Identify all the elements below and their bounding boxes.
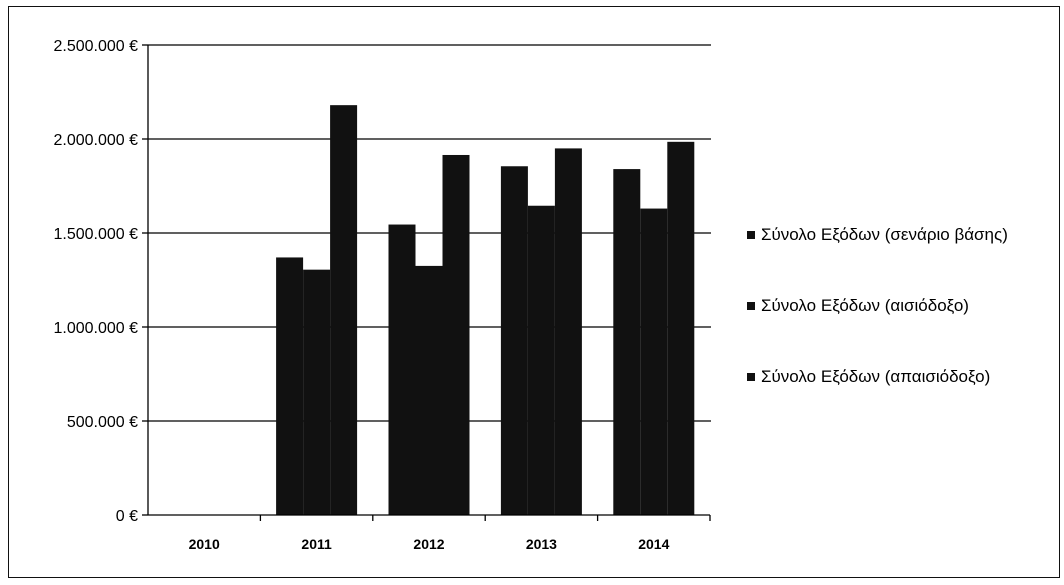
bar — [667, 141, 695, 515]
axes — [142, 44, 711, 521]
y-tick-label: 1.500.000 € — [53, 226, 138, 243]
bar — [388, 224, 416, 516]
legend-swatch — [747, 373, 755, 381]
bar — [640, 208, 668, 515]
bar — [276, 257, 304, 515]
legend-entry: Σύνολο Εξόδων (αισιόδοξο) — [761, 296, 969, 315]
legend-entry: Σύνολο Εξόδων (απαισιόδοξο) — [761, 367, 990, 386]
legend: Σύνολο Εξόδων (σενάριο βάσης) Σύνολο Εξόδ… — [747, 225, 1008, 386]
x-tick-label: 2013 — [526, 536, 557, 552]
bar — [613, 169, 641, 515]
bar — [500, 166, 528, 515]
y-tick-label: 2.500.000 € — [53, 38, 138, 55]
x-tick-label: 2010 — [189, 536, 220, 552]
x-tick-label: 2012 — [413, 536, 444, 552]
bar — [527, 205, 555, 516]
bar — [554, 148, 582, 515]
legend-swatch — [747, 231, 755, 239]
bar — [330, 105, 358, 515]
legend-swatch — [747, 302, 755, 310]
legend-entry: Σύνολο Εξόδων (σενάριο βάσης) — [761, 225, 1008, 244]
y-tick-label: 500.000 € — [67, 414, 138, 431]
chart-frame: 0 € 500.000 € 1.000.000 € 1.500.000 € 2.000.… — [8, 6, 1060, 578]
y-tick-label: 2.000.000 € — [53, 132, 138, 149]
bar — [442, 154, 470, 516]
y-tick-label: 1.000.000 € — [53, 320, 138, 337]
bar-chart: 0 € 500.000 € 1.000.000 € 1.500.000 € 2.000.… — [53, 38, 1008, 552]
bars — [276, 105, 695, 516]
axis-labels: 0 € 500.000 € 1.000.000 € 1.500.000 € 2.000.… — [53, 38, 669, 552]
bar — [415, 265, 443, 515]
x-tick-label: 2011 — [301, 536, 332, 552]
bar — [303, 269, 331, 515]
x-tick-label: 2014 — [638, 536, 669, 552]
y-tick-label: 0 € — [116, 508, 138, 525]
